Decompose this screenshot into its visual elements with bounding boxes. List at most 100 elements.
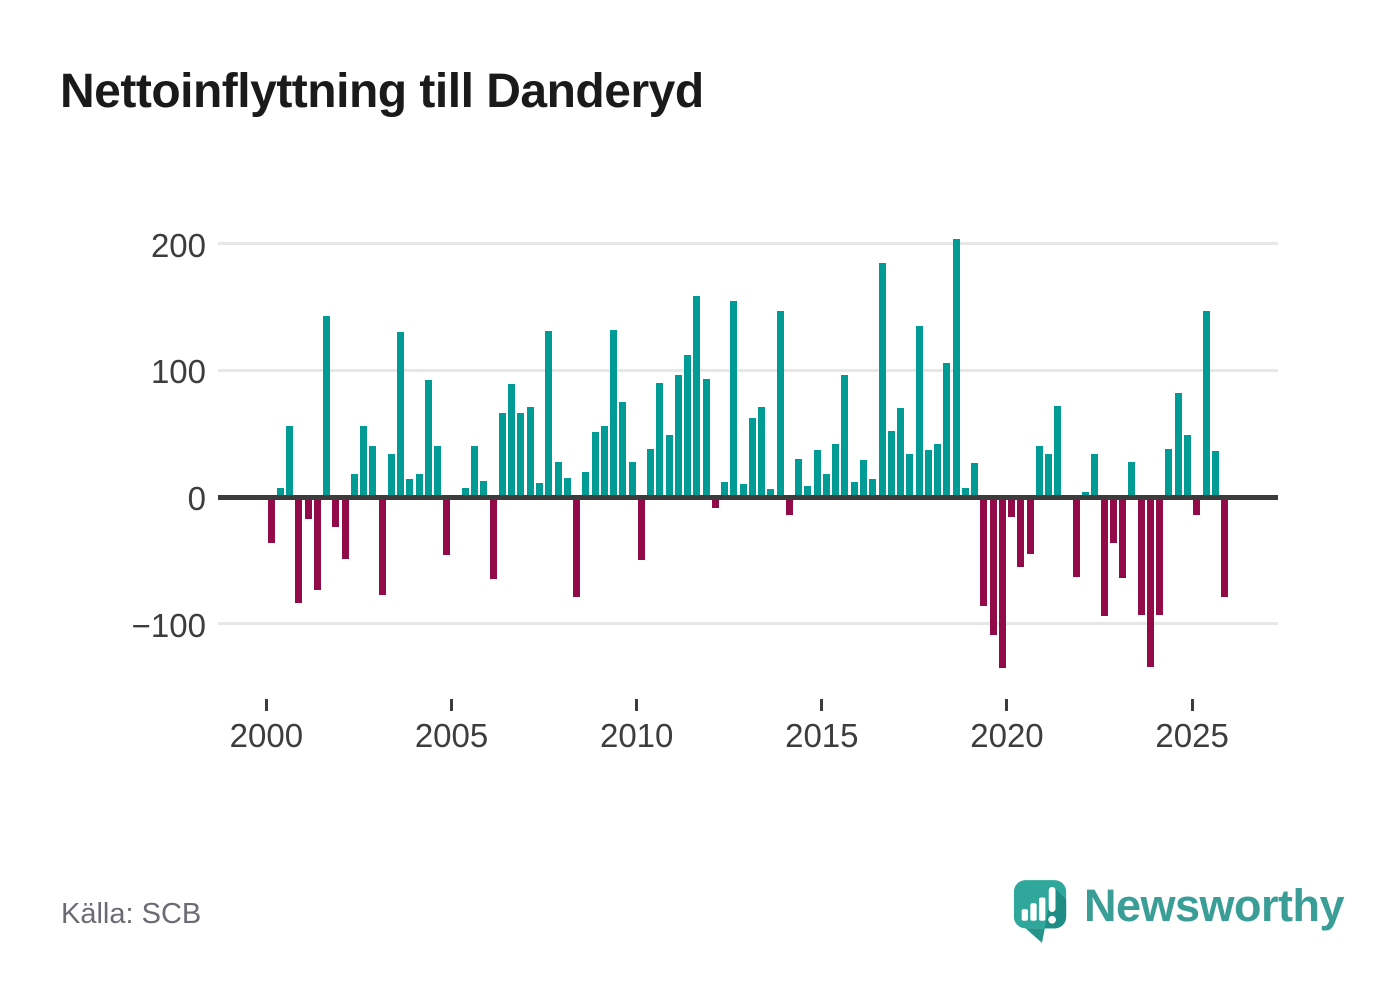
bar: [934, 443, 941, 497]
bar: [804, 485, 812, 497]
x-tick-label: 2025: [1155, 717, 1229, 754]
bar: [1137, 497, 1145, 615]
x-tick: [264, 699, 268, 711]
bar: [378, 497, 386, 595]
bar: [295, 497, 303, 604]
bar: [822, 474, 830, 497]
bar: [1165, 448, 1173, 497]
bar: [304, 497, 312, 519]
bar: [739, 484, 747, 497]
bar: [360, 426, 368, 497]
bar: [1035, 446, 1043, 497]
bar: [832, 443, 840, 497]
y-tick-label: 0: [187, 480, 206, 517]
bar: [508, 384, 516, 497]
bar: [1072, 497, 1080, 577]
bar: [415, 474, 423, 497]
y-tick-label: 100: [150, 353, 206, 391]
bar: [1156, 497, 1164, 615]
bar: [397, 332, 405, 497]
gridline: [218, 622, 1278, 626]
bar: [693, 295, 701, 497]
zero-axis-line: [218, 494, 1278, 500]
bar: [887, 431, 895, 497]
newsworthy-icon: [1013, 880, 1067, 943]
bar: [795, 459, 803, 497]
bar: [1202, 310, 1210, 497]
bar: [536, 483, 543, 497]
bar: [998, 497, 1006, 668]
bar: [600, 426, 608, 497]
bar: [369, 446, 377, 497]
bar: [776, 310, 784, 497]
bar: [961, 488, 969, 497]
bar: [952, 238, 960, 497]
bar: [785, 497, 793, 515]
newsworthy-logo: Newsworthy: [1012, 877, 1345, 947]
newsworthy-wordmark: Newsworthy: [1084, 880, 1345, 931]
bar: [813, 450, 821, 497]
bar: [647, 448, 654, 497]
bar: [841, 375, 849, 497]
bar: [610, 329, 617, 497]
gridline: [218, 368, 1278, 372]
bar: [702, 379, 710, 497]
bar: [1008, 497, 1016, 518]
x-tick-label: 2015: [785, 717, 859, 754]
bar: [471, 446, 479, 497]
bar: [323, 315, 330, 497]
bar: [554, 461, 562, 497]
bar: [313, 497, 321, 590]
bar: [943, 362, 951, 497]
bar: [1082, 491, 1090, 497]
bar: [489, 497, 497, 580]
bar: [637, 497, 645, 561]
bar: [1221, 497, 1228, 598]
source-label: Källa: SCB: [61, 898, 202, 930]
bar: [758, 407, 766, 497]
bar: [721, 481, 729, 497]
bar: [897, 408, 904, 497]
bar: [971, 462, 978, 497]
x-tick: [820, 699, 824, 711]
bar: [461, 488, 469, 497]
x-tick-label: 2010: [599, 717, 674, 754]
y-tick-label: 200: [150, 226, 206, 264]
bar: [332, 497, 340, 528]
bar: [434, 446, 442, 497]
bar: [619, 402, 627, 497]
bar: [767, 489, 775, 497]
bar: [480, 480, 488, 497]
bar: [869, 479, 877, 497]
x-tick: [1005, 699, 1009, 711]
bar: [1183, 434, 1191, 497]
bar: [1211, 451, 1219, 497]
bar: [573, 497, 580, 598]
bar: [1174, 393, 1182, 497]
bar: [1091, 453, 1099, 497]
bar: [276, 488, 284, 497]
bar: [1193, 497, 1201, 515]
bar: [656, 383, 664, 497]
x-tick: [1190, 699, 1194, 711]
bar: [517, 413, 525, 497]
x-tick-label: 2000: [229, 717, 304, 754]
bar: [1119, 497, 1127, 579]
bar: [1054, 405, 1062, 497]
bar: [711, 497, 719, 509]
bar: [850, 481, 858, 497]
bar: [350, 474, 358, 497]
bar: [730, 300, 738, 497]
bar: [424, 380, 432, 497]
bar: [1146, 497, 1154, 667]
y-tick-label: −100: [131, 606, 206, 644]
bar: [980, 497, 988, 606]
bar: [859, 460, 867, 497]
bar: [915, 326, 923, 497]
bar: [924, 450, 932, 497]
bar: [582, 471, 590, 497]
bar: [1128, 461, 1136, 497]
bar: [989, 497, 997, 636]
x-tick-label: 2020: [970, 717, 1044, 754]
